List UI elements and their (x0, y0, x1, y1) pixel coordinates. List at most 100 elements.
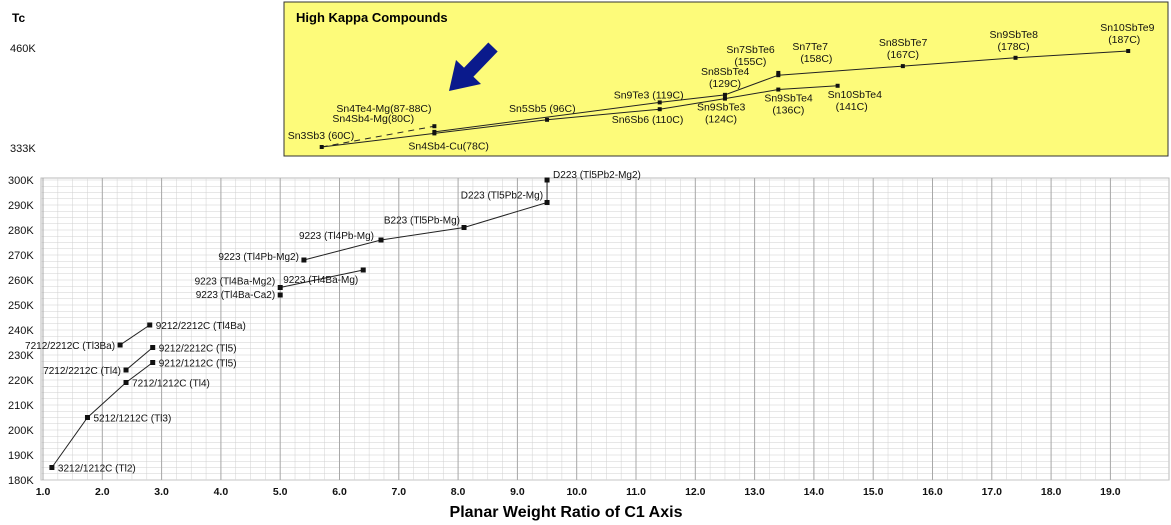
inset-label: Sn9SbTe4 (136C) (764, 93, 813, 117)
inset-label: Sn10SbTe4 (141C) (828, 89, 882, 113)
data-point (277, 285, 283, 290)
inset-point (722, 96, 727, 101)
x-tick-label: 10.0 (566, 486, 587, 498)
arrow-icon (449, 42, 498, 91)
y-tick-label: 190K (8, 450, 34, 462)
data-point (277, 292, 283, 298)
inset-label: Sn4Sb4-Mg(80C) (332, 113, 414, 125)
inset-y-bottom-label: 333K (10, 143, 36, 155)
data-points: 3212/1212C (Tl2) 5212/1212C (Tl3) 7212/121… (25, 170, 641, 475)
inset-point (657, 107, 662, 112)
y-tick-label: 270K (8, 250, 34, 262)
inset-point (776, 87, 781, 92)
data-label: 3212/1212C (Tl2) (58, 464, 136, 475)
inset-point (1013, 55, 1018, 60)
grid (41, 178, 1169, 481)
x-tick-label: 16.0 (922, 486, 943, 498)
series-line (280, 269, 364, 288)
x-tick-label: 1.0 (36, 486, 51, 498)
inset-label: Sn7Te7 (158C) (792, 41, 832, 65)
inset-point (900, 64, 905, 69)
data-label: 9212/2212C (Tl5) (159, 344, 237, 355)
x-tick-label: 4.0 (214, 486, 229, 498)
data-label: 7212/2212C (Tl3Ba) (25, 341, 115, 352)
x-tick-label: 7.0 (391, 486, 406, 498)
inset-point (432, 124, 437, 129)
data-point (378, 237, 384, 243)
y-tick-label: 240K (8, 325, 34, 337)
data-point (360, 267, 366, 273)
inset-point (1126, 49, 1131, 53)
x-tick-label: 8.0 (451, 486, 466, 498)
data-label: 9223 (Tl4Pb-Mg) (299, 231, 374, 242)
y-tick-label: 200K (8, 425, 34, 437)
inset-label: Sn9SbTe3 (124C) (697, 102, 746, 126)
x-tick-labels: 1.0 2.0 3.0 4.0 5.0 6.0 7.0 8.0 9.0 10.0 11.0 12.0 1… (36, 486, 1121, 498)
y-axis-label: Tc (12, 11, 25, 25)
data-label: 7212/1212C (Tl4) (132, 379, 210, 390)
x-tick-label: 18.0 (1041, 486, 1062, 498)
data-label: B223 (Tl5Pb-Mg) (384, 216, 460, 227)
y-tick-label: 250K (8, 300, 34, 312)
inset-point (835, 83, 840, 88)
y-tick-label: 230K (8, 350, 34, 362)
inset-label: Sn6Sb6 (110C) (612, 114, 684, 126)
inset-point (776, 73, 781, 78)
y-tick-label: 290K (8, 200, 34, 212)
inset-label: Sn8SbTe7 (167C) (879, 37, 928, 61)
x-tick-label: 19.0 (1100, 486, 1121, 498)
x-tick-label: 11.0 (626, 486, 646, 498)
y-tick-label: 300K (8, 175, 34, 187)
series-line (119, 324, 151, 346)
inset-label: Sn10SbTe9 (187C) (1100, 22, 1154, 46)
x-tick-label: 2.0 (95, 486, 110, 498)
data-label: 5212/1212C (Tl3) (93, 414, 171, 425)
x-tick-label: 15.0 (863, 486, 884, 498)
inset-points: Sn3Sb3 (60C) Sn4Sb4-Cu(78C) Sn4Sb4-Mg(80C)… (288, 22, 1155, 152)
data-label: 9223 (Tl4Ba-Ca2) (196, 290, 275, 301)
series-line (125, 347, 154, 371)
x-tick-label: 12.0 (685, 486, 706, 498)
inset-point (545, 117, 550, 122)
series-line (303, 202, 548, 261)
inset-point (722, 92, 727, 97)
x-tick-label: 6.0 (332, 486, 347, 498)
data-label: D223 (Tl5Pb2-Mg) (461, 191, 543, 202)
y-tick-label: 210K (8, 400, 34, 412)
data-point (544, 200, 550, 205)
inset-label: Sn9SbTe8 (178C) (990, 29, 1039, 53)
data-point (84, 415, 90, 420)
inset-label: Sn7SbTe6 (155C) (726, 44, 775, 68)
data-label: 7212/2212C (Tl4) (43, 366, 121, 377)
inset-label: Sn9Te3 (119C) (614, 89, 684, 101)
y-tick-label: 260K (8, 275, 34, 287)
inset-point (657, 100, 662, 105)
data-label: 9223 (Tl4Ba-Mg2) (195, 277, 276, 288)
x-tick-label: 17.0 (982, 486, 1003, 498)
inset-label: Sn8SbTe4 (129C) (701, 66, 750, 90)
inset-title: High Kappa Compounds (296, 10, 448, 25)
inset-line (434, 101, 660, 133)
data-point (49, 465, 55, 470)
inset-box (283, 1, 1169, 157)
data-point (150, 360, 156, 365)
data-label: D223 (Tl5Pb2-Mg2) (553, 170, 641, 181)
x-tick-label: 14.0 (804, 486, 825, 498)
inset-label: Sn3Sb3 (60C) (288, 130, 355, 142)
inset-point (776, 70, 781, 75)
data-label: 9223 (Tl4Ba-Mg) (283, 275, 358, 286)
x-tick-label: 5.0 (273, 486, 288, 498)
data-point (544, 177, 550, 183)
data-label: 9212/2212C (Tl4Ba) (156, 321, 246, 332)
y-tick-labels: 300K 290K 280K 270K 260K 250K 240K 230K 220K 210K… (8, 175, 34, 487)
data-point (461, 225, 467, 230)
x-tick-label: 13.0 (744, 486, 765, 498)
inset-line (321, 125, 435, 148)
y-tick-label: 280K (8, 225, 34, 237)
plot-area (40, 177, 1170, 481)
data-point (123, 367, 129, 373)
y-tick-label: 180K (8, 475, 34, 487)
x-axis-label: Planar Weight Ratio of C1 Axis (450, 504, 683, 521)
data-label: 9223 (Tl4Pb-Mg2) (218, 252, 299, 263)
